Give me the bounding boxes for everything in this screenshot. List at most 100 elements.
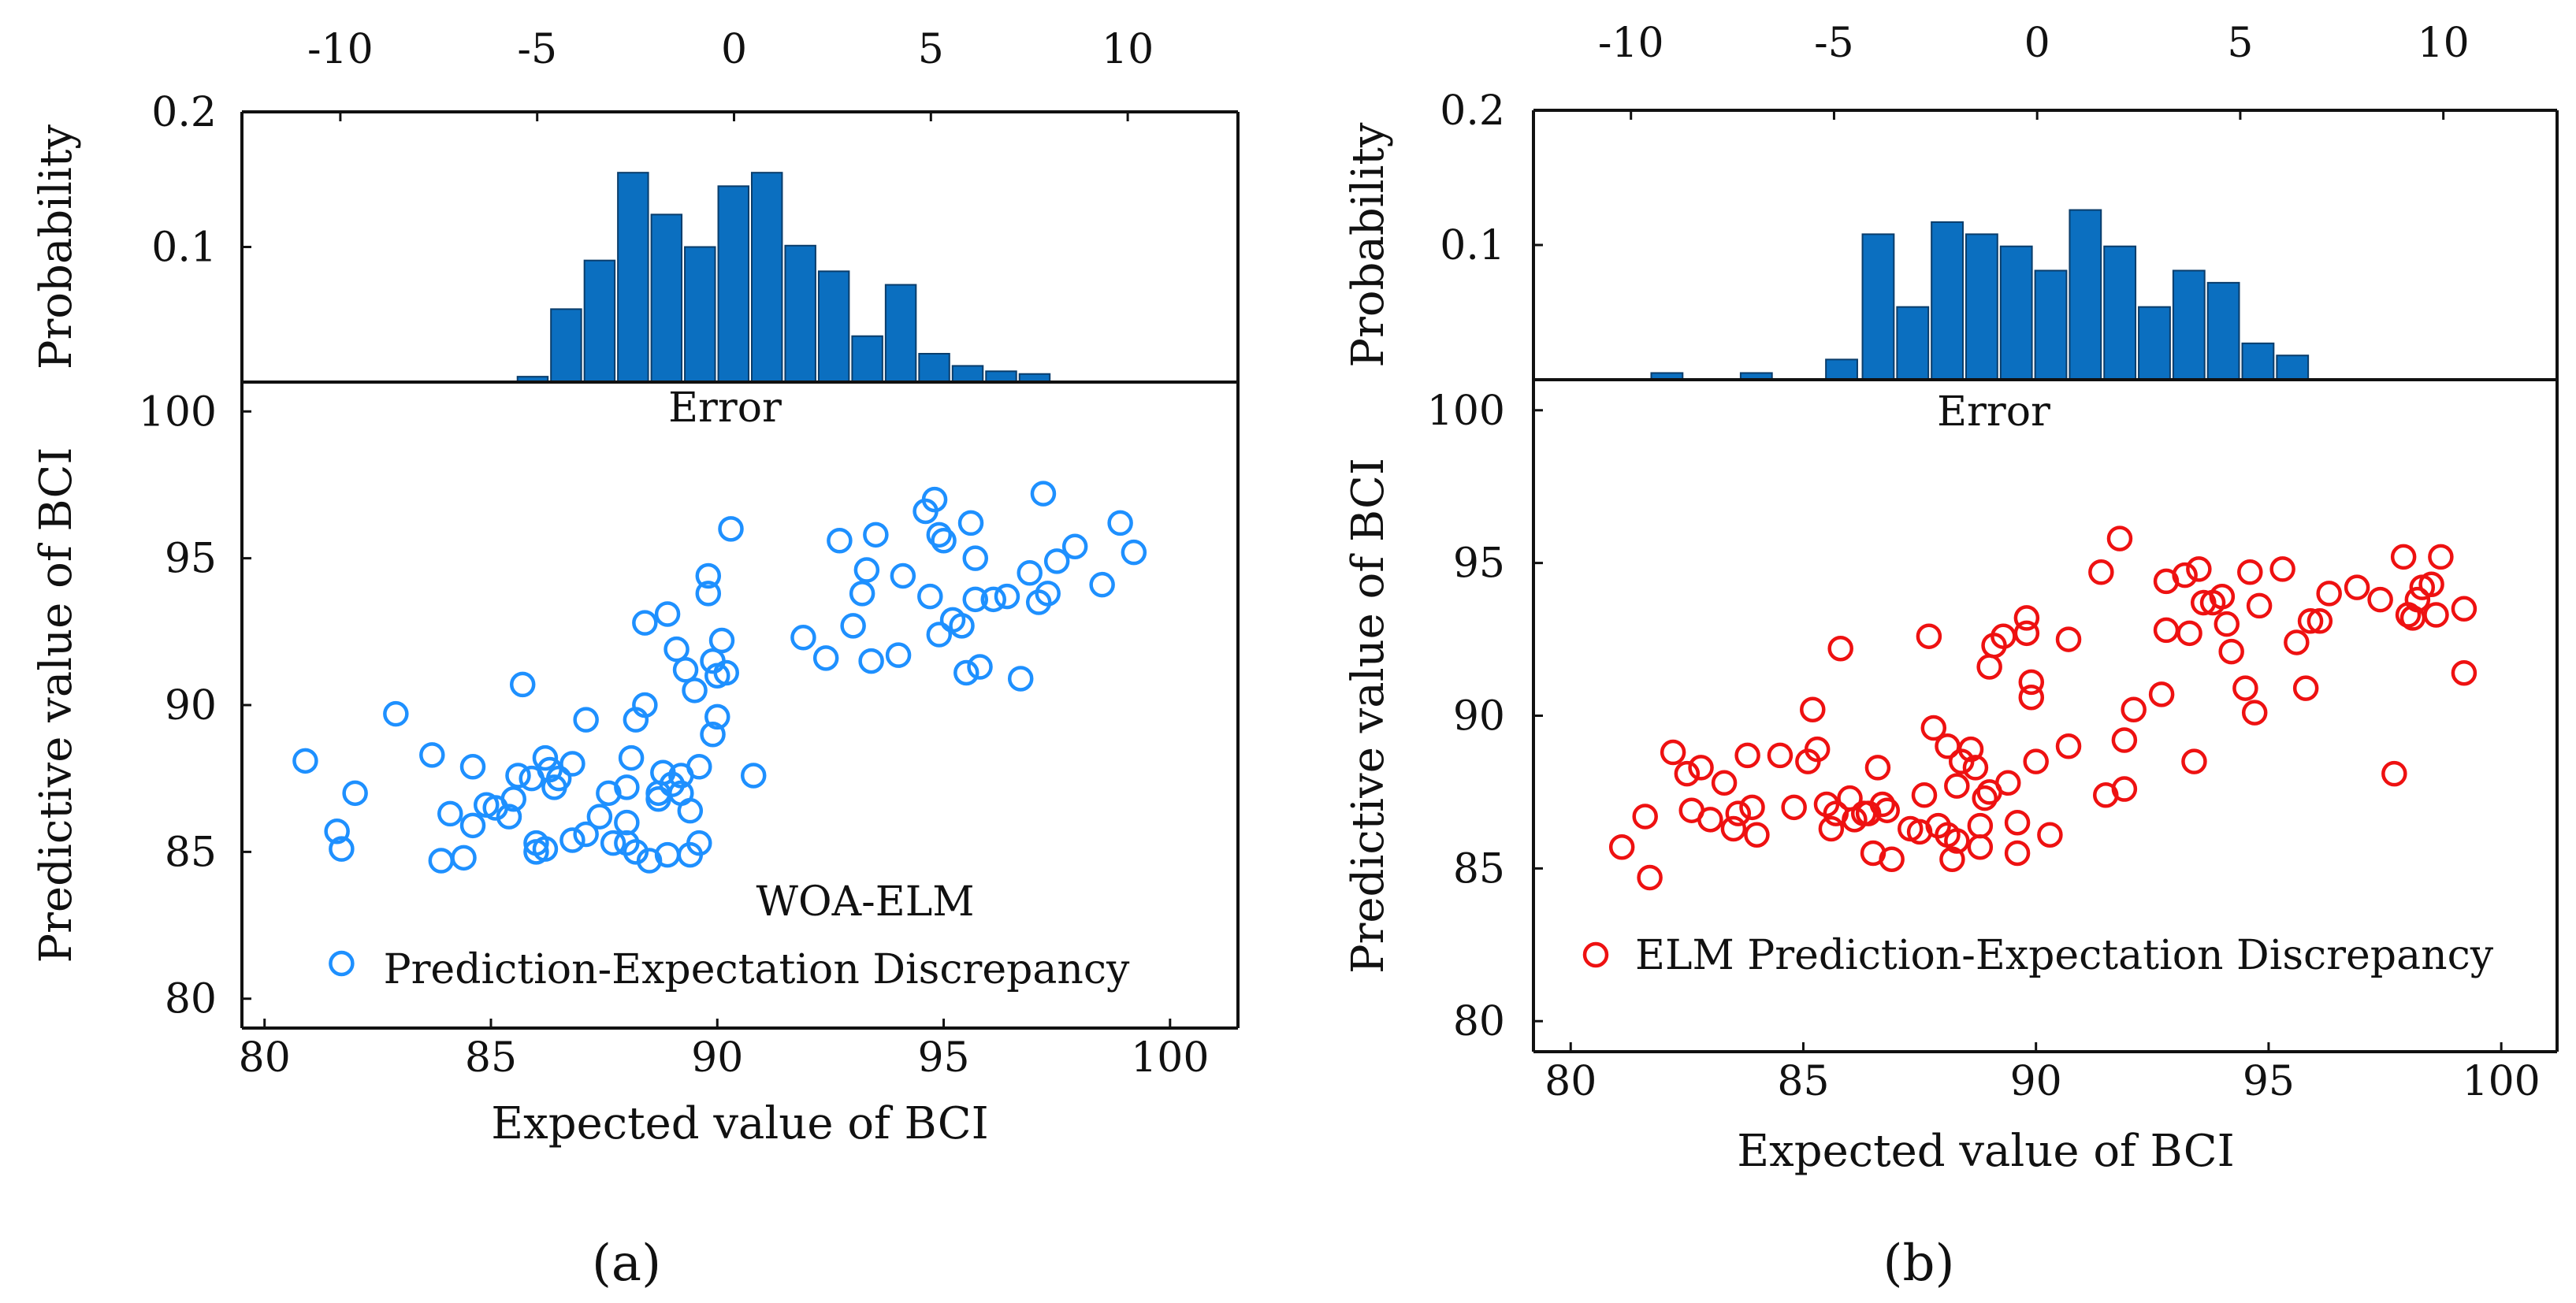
data-point [1030,481,1057,507]
data-point [2367,586,2393,613]
histogram-bar [1965,233,1998,381]
bci-scatter-a: 80 85 90 95 100 80 85 90 95 100 Expected value of … [31,382,1240,1149]
data-point [324,819,350,845]
histogram-bar [784,244,816,383]
hist-y-axis-title: Probability [31,124,82,369]
data-point [2148,681,2175,707]
scatter-x-tick-label: 80 [239,1034,291,1082]
data-point [1944,773,1970,799]
data-point [1869,791,1896,818]
data-point [853,557,880,583]
data-point [2023,748,2049,774]
histogram-bar [2069,209,2102,381]
histogram-bar [617,172,649,384]
data-point [664,636,690,663]
data-point [2176,620,2202,647]
data-point [1967,812,1994,839]
data-point [740,763,767,789]
data-point [1818,815,1845,842]
hist-x-tick-label: -10 [307,26,374,73]
data-point [1916,623,1942,649]
hist-x-tick-label: -5 [1814,20,1854,67]
data-point [704,703,730,730]
scatter-y-tick-label: 85 [1453,845,1505,893]
scatter-y-axis-title: Predictive value of BCI [1343,458,1394,974]
data-point [2037,822,2063,848]
data-point [2381,760,2407,787]
histogram-bar [1896,306,1930,381]
data-point [596,780,622,807]
data-point [509,671,536,698]
data-point [2418,571,2444,598]
histogram-bar [918,352,950,383]
data-point [994,583,1020,610]
data-point [1711,770,1738,796]
data-point [505,763,531,789]
hist-x-tick-label: 5 [918,26,944,73]
data-point [614,809,640,836]
panel-b: -10 -5 0 5 10 0.1 0.2 Probability Error 80 85 90 95… [1343,20,2559,1293]
histogram-bar [1999,245,2033,381]
data-point [2209,584,2236,610]
data-point [459,754,486,780]
hist-x-axis-title: Error [1937,388,2050,436]
data-point [858,648,884,674]
scatter-x-axis-title: Expected value of BCI [491,1098,988,1149]
data-point [677,797,704,824]
scatter-x-tick-label: 100 [1131,1034,1209,1082]
data-point [1739,794,1765,821]
error-histogram-b: -10 -5 0 5 10 0.1 0.2 Probability Error [1343,20,2559,436]
data-point [2214,611,2240,637]
histogram-bar [851,335,883,384]
data-point [2451,596,2477,622]
panel-label-a: (a) [592,1234,661,1293]
data-point [1767,742,1794,769]
data-point [1944,828,1970,854]
histogram-bar [985,370,1017,383]
scatter-y-tick-label: 100 [1427,388,1505,435]
histogram-bar [2241,342,2275,381]
histogram-bar [2276,355,2310,381]
data-point [459,812,486,839]
scatter-y-tick-label: 85 [165,829,217,876]
histogram-bar [2138,306,2171,381]
hist-x-tick-label: -5 [517,26,557,73]
data-point [967,654,993,680]
data-point [695,562,722,589]
data-point [953,659,979,686]
data-point [2106,525,2133,551]
bci-scatter-b: 80 85 90 95 100 80 85 90 95 100 Expected value of … [1343,380,2559,1177]
data-point [682,677,708,703]
data-point [2055,733,2082,759]
histogram-bar [684,246,716,383]
data-point [2241,700,2268,726]
data-point [2284,629,2310,655]
data-point [2237,559,2263,585]
data-point [949,613,975,639]
hist-x-tick-label: 10 [1102,26,1154,73]
data-point [700,648,726,674]
data-point [700,722,726,748]
data-point [2218,638,2244,665]
data-point [1920,715,1947,741]
histogram-bar [550,308,582,384]
data-point [1911,782,1938,808]
scatter-y-tick-label: 90 [165,682,217,729]
data-point [342,780,368,807]
panel-a: -10 -5 0 5 10 0.1 0.2 Probability Error 80 85 90 95… [31,26,1240,1293]
histogram-bar [817,270,850,383]
data-point [2246,592,2273,619]
data-point [926,522,953,548]
scatter-y-tick-label: 95 [1453,540,1505,588]
data-point [2269,556,2295,582]
data-point [428,848,455,874]
data-point [1674,760,1701,787]
data-point [1744,822,1770,848]
scatter-y-tick-label: 90 [1453,693,1505,741]
data-point [559,751,585,777]
data-point [329,950,355,977]
data-point [1939,846,1965,872]
histogram-bar [1825,358,1858,381]
histogram-bar [2206,281,2240,381]
data-point [708,627,735,654]
